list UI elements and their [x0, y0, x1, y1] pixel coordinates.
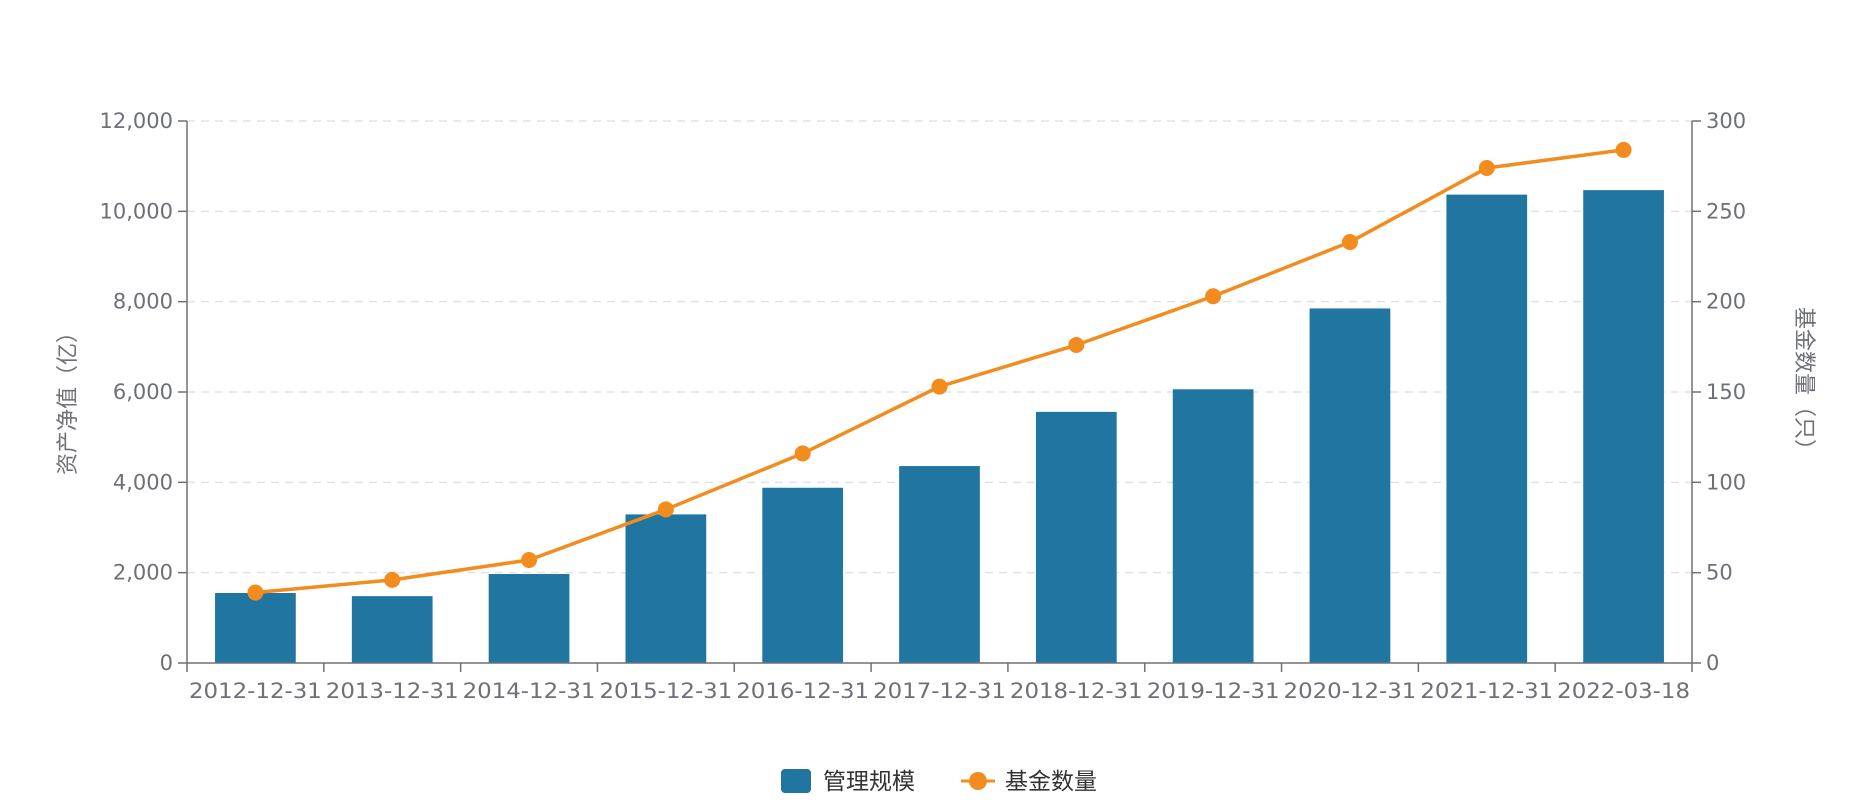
line-point — [1205, 288, 1222, 305]
line-point — [1615, 141, 1632, 158]
y-left-tick-label: 0 — [160, 651, 173, 675]
legend-line-label: 基金数量 — [1005, 769, 1097, 795]
line-point — [931, 378, 948, 395]
line-series — [247, 141, 1632, 601]
y-right-tick-label: 100 — [1706, 470, 1746, 494]
x-tick-label: 2017-12-31 — [873, 679, 1006, 703]
line-point — [1068, 337, 1085, 354]
y-left-tick-label: 6,000 — [113, 380, 173, 404]
bar — [625, 514, 707, 663]
y-right-tick-label: 200 — [1706, 290, 1746, 314]
line-point — [1341, 234, 1358, 251]
legend-line-marker — [969, 772, 987, 790]
y-right-tick-label: 250 — [1706, 199, 1746, 223]
legend-item-bar[interactable]: 管理规模 — [781, 769, 915, 795]
y-left-tick-label: 8,000 — [113, 290, 173, 314]
bar-series — [215, 190, 1664, 664]
x-tick-label: 2020-12-31 — [1284, 679, 1417, 703]
line-point — [247, 584, 264, 601]
y-right-tick-label: 50 — [1706, 561, 1733, 585]
y-left-axis-title: 资产净值（亿） — [56, 321, 81, 475]
x-tick-label: 2019-12-31 — [1147, 679, 1280, 703]
bar — [1309, 308, 1391, 663]
x-tick-label: 2016-12-31 — [736, 679, 869, 703]
line-point — [1478, 159, 1495, 176]
bar — [1172, 389, 1254, 663]
x-tick-label: 2012-12-31 — [189, 679, 322, 703]
x-tick-label: 2013-12-31 — [326, 679, 459, 703]
line-point — [384, 571, 401, 588]
bar — [1583, 190, 1664, 664]
y-left-tick-label: 4,000 — [113, 470, 173, 494]
x-tick-label: 2021-12-31 — [1420, 679, 1553, 703]
line-point — [657, 501, 674, 518]
y-right-tick-label: 0 — [1706, 651, 1719, 675]
y-right-axis-title: 基金数量（只） — [1791, 307, 1816, 461]
legend-bar-swatch — [781, 769, 811, 793]
bar — [899, 466, 980, 663]
x-tick-label: 2015-12-31 — [599, 679, 732, 703]
bar — [1446, 194, 1528, 663]
bar — [488, 574, 570, 663]
bar — [351, 596, 433, 663]
x-tick-label: 2018-12-31 — [1010, 679, 1143, 703]
y-left-tick-label: 12,000 — [100, 109, 173, 133]
bar — [215, 592, 296, 663]
legend: 管理规模 基金数量 — [781, 769, 1097, 795]
y-right-tick-label: 150 — [1706, 380, 1746, 404]
y-right-tick-label: 300 — [1706, 109, 1746, 133]
legend-item-line[interactable]: 基金数量 — [961, 769, 1097, 795]
x-tick-label: 2014-12-31 — [463, 679, 596, 703]
y-left-tick-label: 10,000 — [100, 199, 173, 223]
y-left-tick-label: 2,000 — [113, 561, 173, 585]
x-tick-label: 2022-03-18 — [1557, 679, 1690, 703]
bar — [762, 487, 844, 663]
line-point — [794, 445, 811, 462]
bar — [1035, 411, 1117, 663]
legend-bar-label: 管理规模 — [823, 769, 915, 795]
axes: 0 2,000 4,000 6,000 8,000 10,000 12,000 0 50 100 1… — [100, 109, 1747, 703]
line-point — [521, 552, 538, 569]
